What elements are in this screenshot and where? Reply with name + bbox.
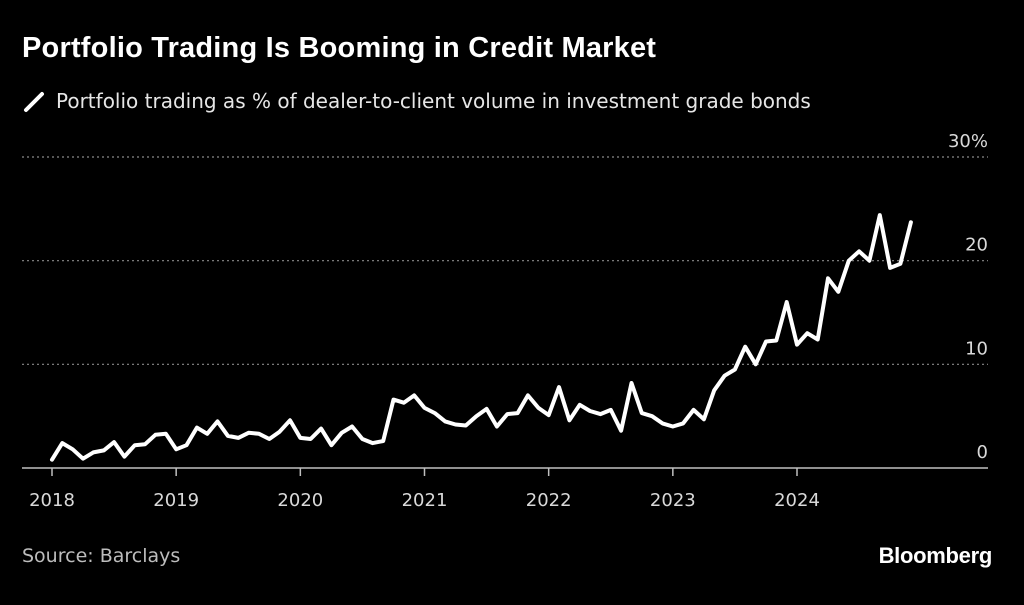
x-tick-label-2024: 2024 [774,490,820,511]
series-group [50,213,913,462]
bloomberg-logo: Bloomberg [878,543,993,568]
x-tick-label-2019: 2019 [153,490,199,511]
x-tick-label-2018: 2018 [29,490,75,511]
x-tick-label-2020: 2020 [277,490,323,511]
chart-title: Portfolio Trading Is Booming in Credit M… [22,32,657,64]
legend-line-icon [24,92,44,112]
legend-label: Portfolio trading as % of dealer-to-clie… [56,89,811,113]
y-tick-label-0: 0 [977,442,988,463]
x-axis: 2018 2019 2020 2021 2022 2023 2024 [22,467,988,511]
x-tick-label-2022: 2022 [526,490,572,511]
y-tick-label-30: 30% [948,131,988,152]
source-note: Source: Barclays [22,545,181,567]
y-tick-label-10: 10 [965,338,988,359]
x-tick-label-2023: 2023 [650,490,696,511]
x-tick-label-2021: 2021 [402,490,448,511]
series-line-0 [50,213,913,462]
gridlines [22,156,988,365]
y-axis-labels: 0 10 20 30% [948,131,988,463]
y-tick-label-20: 20 [965,235,988,256]
legend: Portfolio trading as % of dealer-to-clie… [22,88,811,114]
